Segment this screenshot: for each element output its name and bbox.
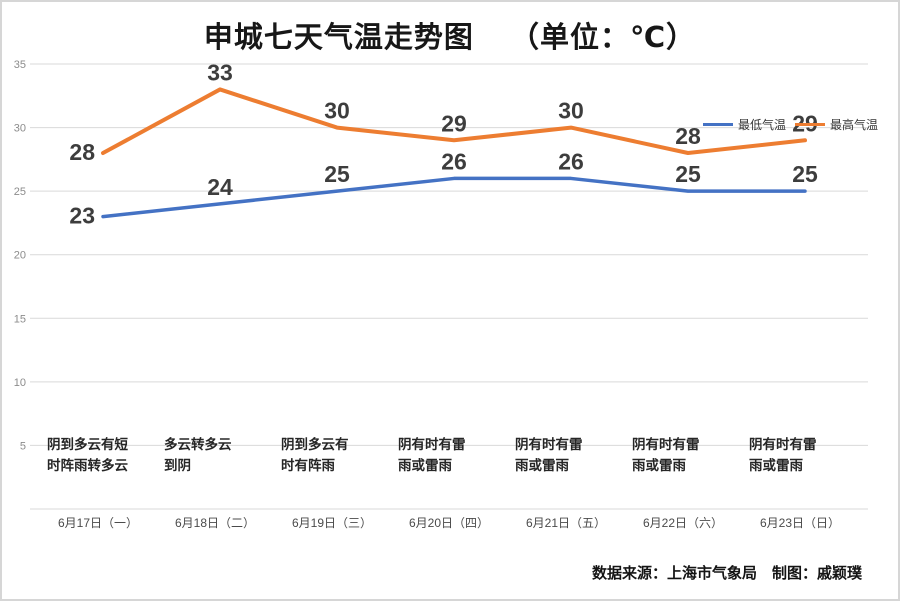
data-label: 28	[675, 123, 701, 149]
data-label: 23	[69, 203, 95, 229]
data-label: 29	[441, 110, 467, 136]
weather-label: 阴有时有雷 雨或雷雨	[515, 437, 583, 473]
legend: 最低气温 最高气温	[703, 116, 878, 133]
page-title: 申城七天气温走势图 （单位：℃）	[2, 14, 898, 56]
weather-label: 阴有时有雷 雨或雷雨	[398, 437, 466, 473]
date-label: 6月21日（五）	[525, 516, 607, 530]
data-label: 25	[792, 161, 818, 187]
max-temp-line	[101, 87, 807, 156]
max-temp-swatch	[795, 123, 826, 126]
legend-label-min-temp: 最低气温	[738, 118, 787, 132]
date-label: 6月19日（三）	[291, 516, 373, 530]
data-label: 30	[558, 98, 584, 124]
y-tick-label: 10	[14, 377, 26, 389]
data-label: 26	[441, 148, 467, 174]
y-tick-label: 20	[14, 250, 26, 262]
date-label: 6月18日（二）	[174, 516, 256, 530]
title-unit: （单位：℃）	[509, 22, 697, 54]
y-tick-label: 15	[14, 313, 26, 325]
weather-label: 多云转多云 到阴	[164, 437, 232, 473]
date-label: 6月22日（六）	[642, 516, 724, 530]
data-label: 26	[558, 148, 584, 174]
legend-item-max-temp: 最高气温	[795, 116, 878, 133]
data-label: 30	[324, 98, 350, 124]
date-label: 6月23日（日）	[759, 516, 841, 530]
weather-label: 阴到多云有 时有阵雨	[281, 437, 349, 473]
date-label: 6月17日（一）	[57, 516, 139, 530]
weather-label: 阴到多云有短 时阵雨转多云	[47, 437, 128, 473]
legend-label-max-temp: 最高气温	[830, 118, 879, 132]
data-label: 24	[207, 174, 233, 200]
y-tick-label: 35	[14, 59, 26, 71]
data-label: 25	[675, 161, 701, 187]
data-label: 25	[324, 161, 350, 187]
y-tick-label: 30	[14, 123, 26, 135]
weather-label: 阴有时有雷 雨或雷雨	[632, 437, 700, 473]
title-main: 申城七天气温走势图	[203, 22, 474, 54]
y-tick-label: 5	[20, 440, 26, 452]
data-label: 28	[69, 139, 95, 165]
date-label: 6月20日（四）	[408, 516, 490, 530]
weather-label: 阴有时有雷 雨或雷雨	[749, 437, 817, 473]
legend-item-min-temp: 最低气温	[703, 116, 786, 133]
min-temp-line	[101, 176, 807, 219]
y-tick-label: 25	[14, 186, 26, 198]
data-label: 33	[207, 59, 233, 85]
min-temp-swatch	[703, 123, 733, 126]
footer-credit: 数据来源：上海市气象局 制图：戚颖璞	[591, 565, 862, 582]
